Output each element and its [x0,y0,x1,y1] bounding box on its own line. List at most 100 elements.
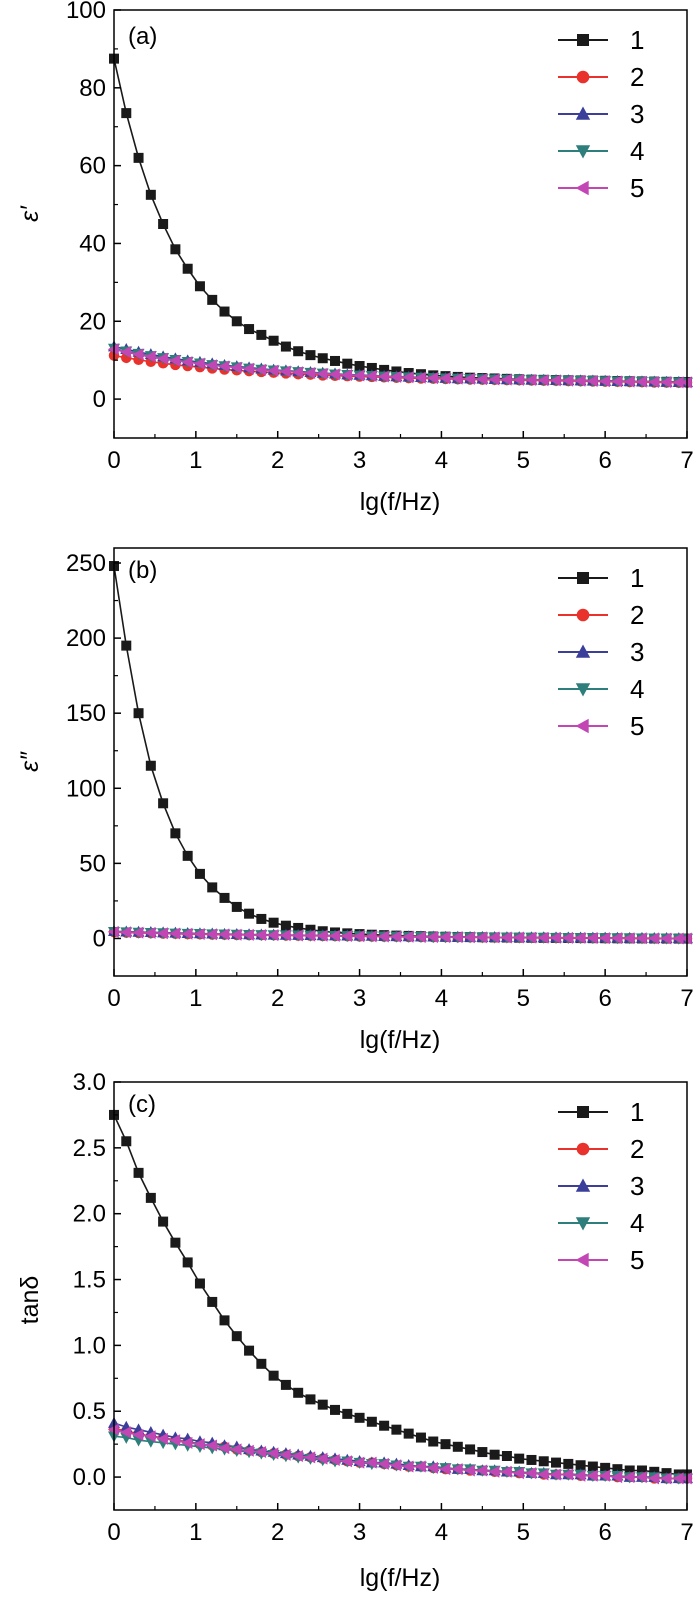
legend-marker-1 [577,572,589,584]
series-1-point [305,350,316,361]
series-5-point [144,350,156,363]
series-1-point [145,189,156,200]
series-5-point [672,376,684,389]
panel-a: (a) ε′ lg(f/Hz) 0 1 2 3 4 5 6 7 0 20 40 60 80 100 1 2 3… [16,0,694,516]
legend-marker-3 [575,1178,591,1192]
series-5-point [525,1467,537,1480]
x-tick-label: 1 [189,985,202,1012]
series-5-point [341,930,353,943]
legend-marker-4 [575,1217,591,1231]
series-1-point [452,1441,463,1452]
x-tick-label: 3 [353,985,366,1012]
series-5-point [402,930,414,943]
series-5-point [255,1446,267,1459]
x-axis-label-c: lg(f/Hz) [360,1564,441,1592]
series-5-point [267,929,279,942]
y-tick-label: 100 [66,0,106,24]
series-5-point [623,932,635,945]
series-5-point [549,1468,561,1481]
series-5-point [218,360,230,373]
legend-marker-3 [575,106,591,120]
series-5-point [439,372,451,385]
series-1-point [194,281,205,292]
series-5-point [463,931,475,944]
series-5-point [672,1472,684,1485]
series-5-point [586,374,598,387]
series-1-point [244,908,255,919]
legend-marker-5 [575,180,589,196]
legend-marker-2 [576,608,590,622]
x-tick-label: 0 [107,1519,120,1546]
series-1-point [280,1379,291,1390]
y-tick-label: 2.5 [73,1135,106,1162]
y-tick-label: 1.5 [73,1267,106,1294]
series-5-point [242,362,254,375]
legend-label-2: 2 [630,1134,644,1164]
series-5-point [230,361,242,374]
series-1-point [280,341,291,352]
series-1-point [219,1315,230,1326]
series-1-point [342,358,353,369]
legend-label-4: 4 [630,1208,644,1238]
series-5-point [635,1471,647,1484]
series-5-point [660,376,672,389]
series-1-point [354,361,365,372]
legend-label-4: 4 [630,674,644,704]
series-5-point [500,1465,512,1478]
series-5-point [205,359,217,372]
legend-marker-2 [576,1142,590,1156]
y-tick-label: 200 [66,625,106,652]
series-5-point [426,1461,438,1474]
series-5-point [623,1471,635,1484]
series-5-point [635,375,647,388]
series-1-point [133,152,144,163]
series-5-point [181,927,193,940]
legend-label-5: 5 [630,711,644,741]
series-5-point [598,932,610,945]
series-5-point [500,373,512,386]
legend-marker-2 [576,70,590,84]
plot-area-a [107,53,693,389]
series-1-point [403,1428,414,1439]
series-1-point [133,1167,144,1178]
x-tick-label: 3 [353,447,366,474]
series-5-point [218,928,230,941]
x-tick-label: 6 [598,447,611,474]
y-tick-label: 40 [79,230,106,257]
series-5-point [279,929,291,942]
series-5-point [660,1472,672,1485]
series-5-point [181,356,193,369]
y-tick-label: 3.0 [73,1069,106,1096]
series-5-point [488,373,500,386]
series-5-point [156,927,168,940]
series-5-point [426,372,438,385]
series-1-point [587,1461,598,1472]
series-5-point [390,370,402,383]
series-5-point [574,374,586,387]
series-1-point [158,798,169,809]
series-1-point [342,1408,353,1419]
legend-marker-5 [575,718,589,734]
series-5-point [439,931,451,944]
series-5-point [144,926,156,939]
series-1-point [551,1457,562,1468]
series-1-point [366,362,377,373]
ticks-a: 0 1 2 3 4 5 6 7 0 20 40 60 80 100 [66,0,694,474]
legend-label-4: 4 [630,136,644,166]
x-tick-label: 6 [598,1519,611,1546]
series-1-point [268,1370,279,1381]
series-5-point [525,374,537,387]
series-1-point [305,1394,316,1405]
y-tick-label: 60 [79,153,106,180]
series-5-point [132,348,144,361]
x-tick-label: 7 [680,985,693,1012]
panel-c: (c) tanδ lg(f/Hz) 0 1 2 3 4 5 6 7 0.0 0.5 1.0 1.5 2.… [16,1069,694,1592]
series-5-point [205,1439,217,1452]
series-1-point [268,335,279,346]
series-5-point [463,372,475,385]
series-5-point [390,1459,402,1472]
series-5-point [414,930,426,943]
series-5-point [648,1472,660,1485]
series-5-point [304,929,316,942]
